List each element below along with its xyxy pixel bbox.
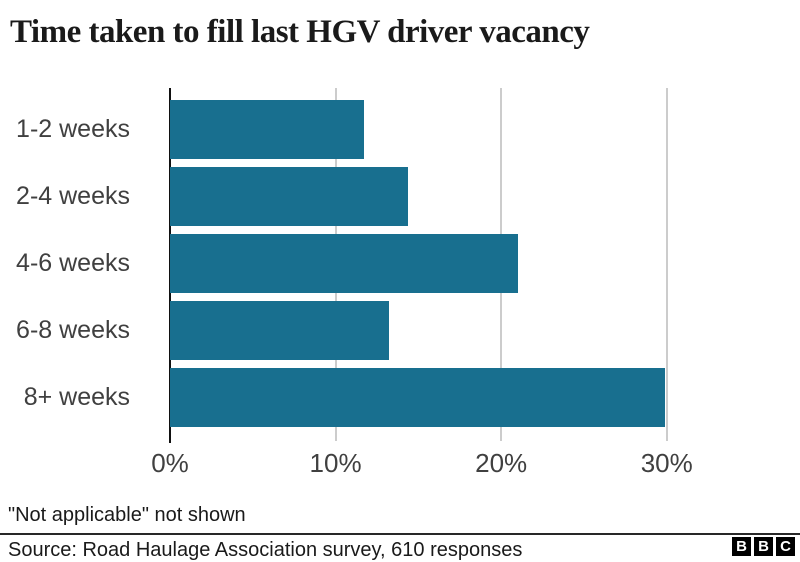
footnote: "Not applicable" not shown (8, 504, 246, 526)
bar (170, 167, 409, 226)
x-tick-label: 10% (309, 448, 362, 478)
category-axis: 1-2 weeks 2-4 weeks 4-6 weeks 6-8 weeks 8+ w… (0, 88, 130, 429)
chart-title: Time taken to fill last HGV driver vacan… (10, 14, 590, 50)
divider (0, 533, 800, 535)
x-tick-label: 20% (475, 448, 528, 478)
category-label: 6-8 weeks (16, 316, 130, 344)
bbc-logo-letter: B (732, 537, 751, 556)
bar (170, 234, 518, 293)
bbc-logo-letter: C (776, 537, 795, 556)
bar (170, 368, 666, 427)
bbc-logo-letter: B (754, 537, 773, 556)
value-axis: 0% 10% 20% 30% (0, 448, 800, 480)
category-label: 2-4 weeks (16, 182, 130, 210)
category-label: 4-6 weeks (16, 249, 130, 277)
x-tick-label: 0% (151, 448, 189, 478)
source-text: Source: Road Haulage Association survey,… (8, 539, 523, 561)
x-tick-label: 30% (640, 448, 693, 478)
bar (170, 100, 364, 159)
gridline (665, 88, 668, 441)
category-label: 1-2 weeks (16, 115, 130, 143)
bar (170, 301, 389, 360)
category-label: 8+ weeks (23, 383, 130, 411)
plot-area (169, 88, 728, 443)
